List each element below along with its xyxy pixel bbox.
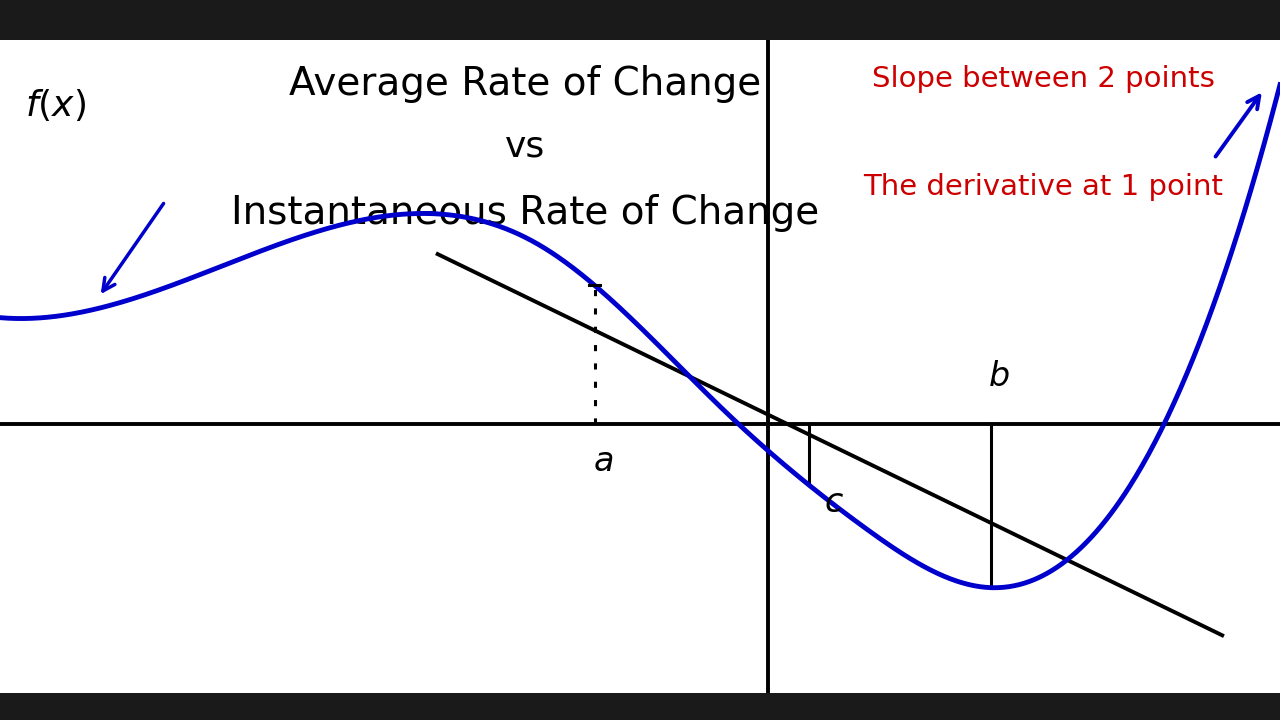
Text: Instantaneous Rate of Change: Instantaneous Rate of Change — [230, 194, 819, 233]
Text: Slope between 2 points: Slope between 2 points — [872, 65, 1215, 93]
Text: Average Rate of Change: Average Rate of Change — [289, 65, 760, 103]
Text: $a$: $a$ — [593, 446, 613, 478]
Text: $b$: $b$ — [988, 361, 1010, 393]
Text: vs: vs — [504, 130, 545, 163]
Text: The derivative at 1 point: The derivative at 1 point — [863, 173, 1224, 201]
Text: $f(x)$: $f(x)$ — [24, 87, 86, 123]
Text: $c$: $c$ — [824, 487, 844, 519]
